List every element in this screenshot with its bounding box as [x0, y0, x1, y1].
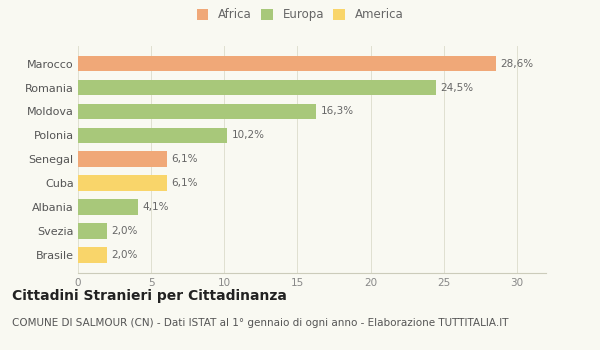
Text: 6,1%: 6,1%: [172, 154, 198, 164]
Text: Cittadini Stranieri per Cittadinanza: Cittadini Stranieri per Cittadinanza: [12, 289, 287, 303]
Bar: [78, 80, 436, 95]
Bar: [78, 199, 138, 215]
Text: 6,1%: 6,1%: [172, 178, 198, 188]
Bar: [78, 56, 496, 71]
Bar: [78, 223, 107, 239]
Bar: [78, 247, 107, 262]
Bar: [78, 152, 167, 167]
Text: COMUNE DI SALMOUR (CN) - Dati ISTAT al 1° gennaio di ogni anno - Elaborazione TU: COMUNE DI SALMOUR (CN) - Dati ISTAT al 1…: [12, 318, 509, 329]
Text: 2,0%: 2,0%: [112, 250, 138, 260]
Text: 2,0%: 2,0%: [112, 226, 138, 236]
Text: 28,6%: 28,6%: [500, 58, 534, 69]
Bar: [78, 127, 227, 143]
Text: 10,2%: 10,2%: [232, 130, 265, 140]
Bar: [78, 104, 316, 119]
Text: 16,3%: 16,3%: [321, 106, 354, 117]
Legend: Africa, Europa, America: Africa, Europa, America: [194, 6, 406, 24]
Text: 24,5%: 24,5%: [440, 83, 474, 92]
Text: 4,1%: 4,1%: [142, 202, 169, 212]
Bar: [78, 175, 167, 191]
